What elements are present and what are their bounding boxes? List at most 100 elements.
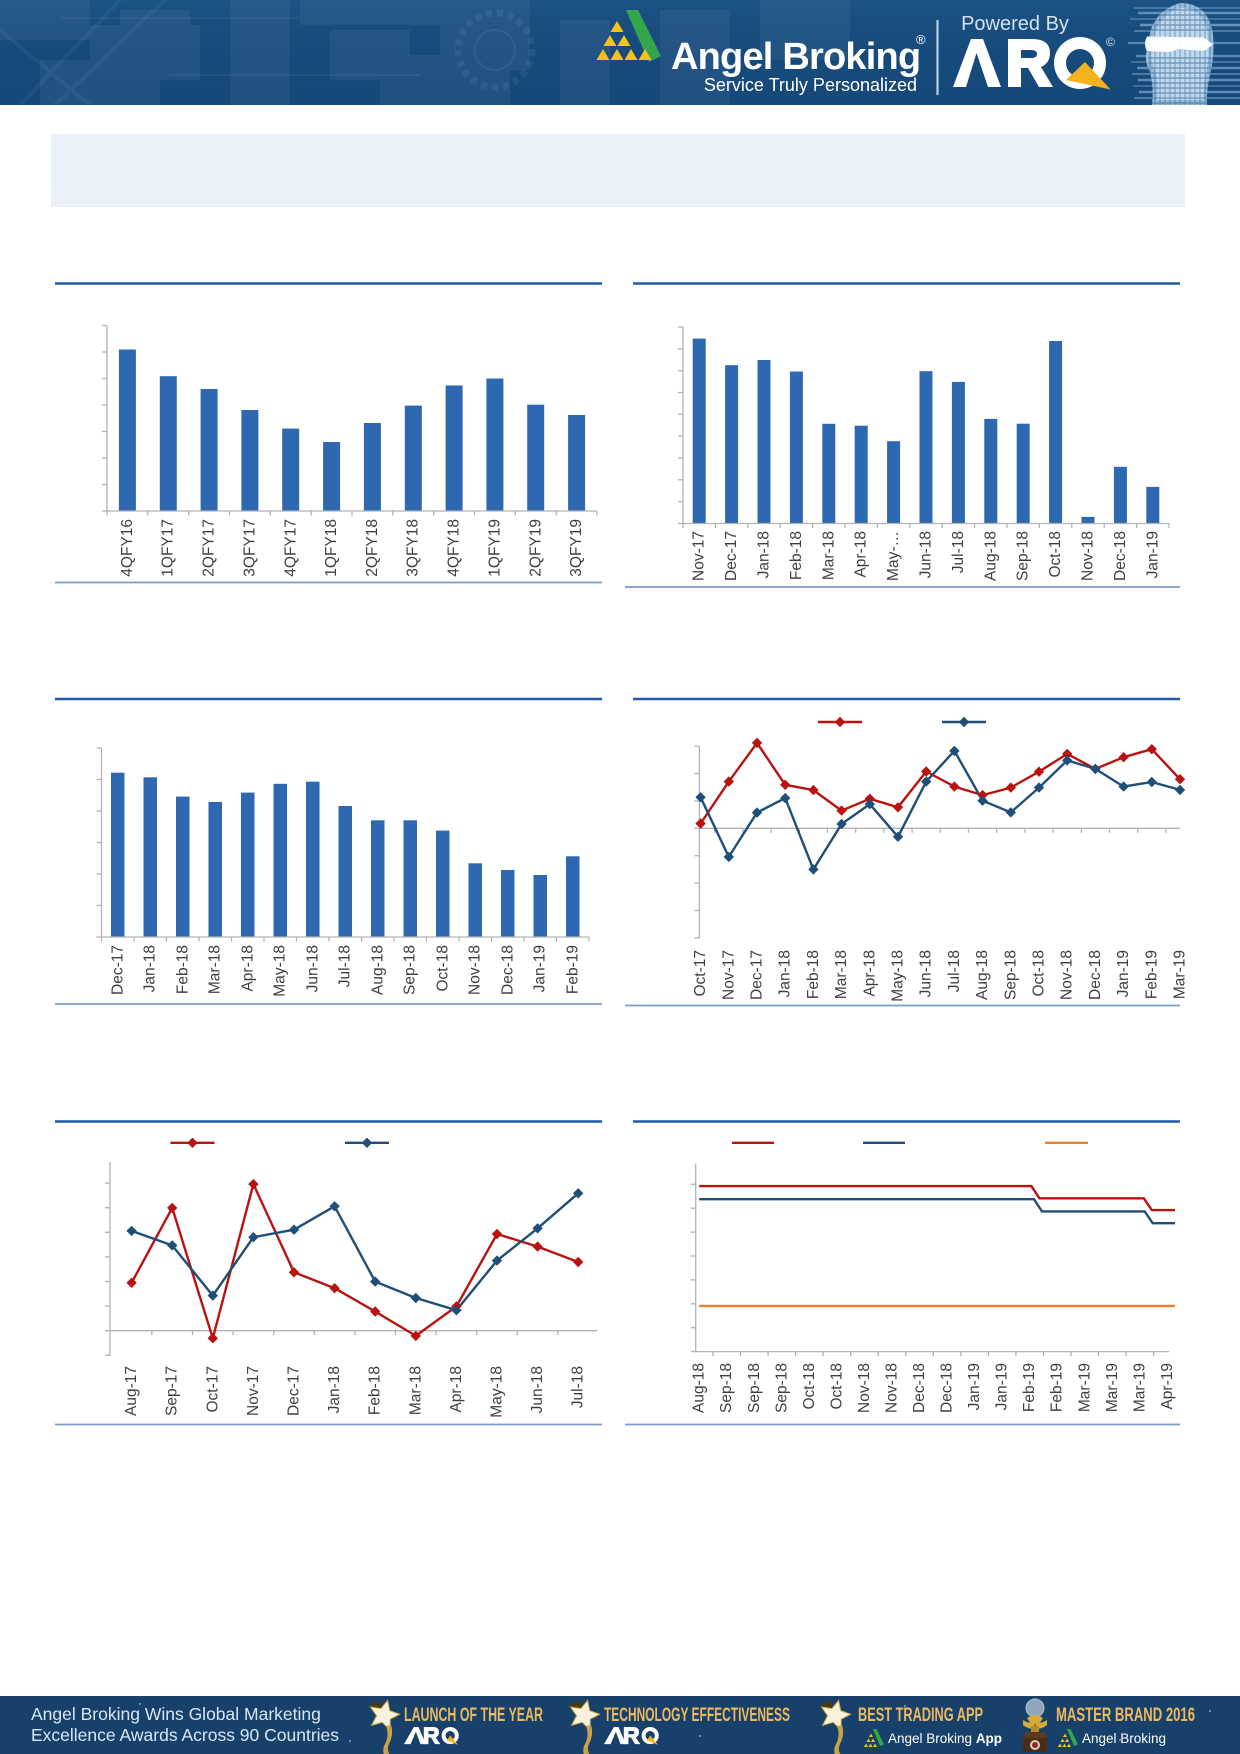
- svg-text:Jan-19: Jan-19: [966, 1363, 983, 1410]
- svg-text:Feb-19: Feb-19: [1021, 1363, 1038, 1412]
- svg-text:Jan-19: Jan-19: [994, 1363, 1011, 1410]
- svg-text:Oct-17: Oct-17: [692, 950, 709, 997]
- svg-text:Feb-19: Feb-19: [564, 945, 581, 994]
- svg-text:©: ©: [1106, 35, 1115, 49]
- svg-text:Oct-18: Oct-18: [1031, 950, 1048, 997]
- svg-text:Jun-18: Jun-18: [918, 950, 935, 997]
- svg-text:Jul-18: Jul-18: [337, 945, 354, 987]
- svg-text:May-18: May-18: [489, 1366, 506, 1418]
- svg-text:May-18: May-18: [890, 950, 907, 1002]
- svg-text:4QFY16: 4QFY16: [119, 519, 136, 577]
- svg-text:Feb-18: Feb-18: [788, 531, 805, 580]
- svg-text:Aug-18: Aug-18: [974, 950, 991, 1000]
- svg-text:Excellence Awards Across 90 Co: Excellence Awards Across 90 Countries: [31, 1725, 339, 1745]
- svg-text:4QFY17: 4QFY17: [282, 519, 299, 577]
- svg-text:3QFY19: 3QFY19: [568, 519, 585, 577]
- svg-text:Dec-18: Dec-18: [911, 1363, 928, 1413]
- svg-text:Service Truly Personalized: Service Truly Personalized: [704, 75, 917, 95]
- svg-text:Angel Broking Wins Global Mark: Angel Broking Wins Global Marketing: [31, 1704, 321, 1724]
- svg-text:Nov-18: Nov-18: [467, 945, 484, 995]
- svg-text:Dec-17: Dec-17: [723, 531, 740, 581]
- svg-text:3QFY18: 3QFY18: [405, 519, 422, 577]
- svg-text:Apr-18: Apr-18: [239, 945, 256, 992]
- svg-text:Dec-17: Dec-17: [286, 1366, 303, 1416]
- svg-text:®: ®: [916, 32, 926, 47]
- svg-text:Mar-18: Mar-18: [407, 1366, 424, 1415]
- svg-text:Sep-17: Sep-17: [164, 1366, 181, 1416]
- svg-text:Jun-18: Jun-18: [918, 531, 935, 578]
- svg-text:Nov-17: Nov-17: [720, 950, 737, 1000]
- svg-text:Dec-18: Dec-18: [939, 1363, 956, 1413]
- svg-text:Oct-17: Oct-17: [204, 1366, 221, 1413]
- svg-text:1QFY18: 1QFY18: [323, 519, 340, 577]
- svg-text:Mar-19: Mar-19: [1076, 1363, 1093, 1412]
- svg-text:Jan-19: Jan-19: [1115, 950, 1132, 997]
- svg-text:3QFY17: 3QFY17: [241, 519, 258, 577]
- svg-text:Mar-18: Mar-18: [820, 531, 837, 580]
- svg-text:Jun-18: Jun-18: [529, 1366, 546, 1413]
- svg-text:Aug-18: Aug-18: [982, 531, 999, 581]
- svg-text:Jan-18: Jan-18: [756, 531, 773, 578]
- svg-text:LAUNCH OF THE YEAR: LAUNCH OF THE YEAR: [404, 1705, 543, 1726]
- svg-text:Jun-18: Jun-18: [304, 945, 321, 992]
- svg-text:Dec-17: Dec-17: [749, 950, 766, 1000]
- svg-text:Feb-19: Feb-19: [1143, 950, 1160, 999]
- svg-text:Jan-18: Jan-18: [142, 945, 159, 992]
- svg-text:1QFY17: 1QFY17: [160, 519, 177, 577]
- svg-text:Mar-18: Mar-18: [207, 945, 224, 994]
- svg-text:Apr-18: Apr-18: [853, 531, 870, 578]
- svg-text:Feb-18: Feb-18: [367, 1366, 384, 1415]
- svg-text:Apr-18: Apr-18: [861, 950, 878, 997]
- svg-text:Oct-18: Oct-18: [1047, 531, 1064, 578]
- svg-text:1QFY19: 1QFY19: [486, 519, 503, 577]
- svg-text:Sep-18: Sep-18: [1015, 531, 1032, 581]
- svg-text:Aug-18: Aug-18: [369, 945, 386, 995]
- svg-text:Sep-18: Sep-18: [1002, 950, 1019, 1000]
- svg-text:Jan-18: Jan-18: [326, 1366, 343, 1413]
- svg-text:May-…: May-…: [885, 531, 902, 581]
- svg-text:Feb-18: Feb-18: [174, 945, 191, 994]
- svg-text:Sep-18: Sep-18: [718, 1363, 735, 1413]
- svg-text:Jan-19: Jan-19: [532, 945, 549, 992]
- svg-text:Nov-18: Nov-18: [1059, 950, 1076, 1000]
- svg-text:Nov-17: Nov-17: [691, 531, 708, 581]
- svg-text:Angel Broking: Angel Broking: [1082, 1731, 1166, 1746]
- svg-text:Jul-18: Jul-18: [946, 950, 963, 992]
- svg-text:Powered By: Powered By: [961, 13, 1069, 35]
- svg-text:4QFY18: 4QFY18: [446, 519, 463, 577]
- svg-text:Aug-18: Aug-18: [691, 1363, 708, 1413]
- svg-text:Nov-18: Nov-18: [856, 1363, 873, 1413]
- svg-text:BEST TRADING APP: BEST TRADING APP: [858, 1705, 983, 1726]
- svg-text:May-18: May-18: [272, 945, 289, 997]
- svg-text:Oct-18: Oct-18: [434, 945, 451, 992]
- svg-text:Sep-18: Sep-18: [402, 945, 419, 995]
- svg-text:2QFY19: 2QFY19: [527, 519, 544, 577]
- svg-text:Feb-19: Feb-19: [1049, 1363, 1066, 1412]
- svg-text:Jul-18: Jul-18: [950, 531, 967, 573]
- svg-text:Mar-19: Mar-19: [1131, 1363, 1148, 1412]
- svg-text:Sep-18: Sep-18: [746, 1363, 763, 1413]
- svg-text:Nov-18: Nov-18: [1080, 531, 1097, 581]
- svg-text:Oct-18: Oct-18: [801, 1363, 818, 1410]
- svg-text:Nov-18: Nov-18: [884, 1363, 901, 1413]
- svg-text:Apr-19: Apr-19: [1159, 1363, 1176, 1410]
- svg-text:MASTER BRAND 2016: MASTER BRAND 2016: [1056, 1705, 1195, 1726]
- svg-text:Sep-18: Sep-18: [773, 1363, 790, 1413]
- svg-text:Jul-18: Jul-18: [570, 1366, 587, 1408]
- svg-text:Mar-19: Mar-19: [1104, 1363, 1121, 1412]
- svg-text:Dec-17: Dec-17: [109, 945, 126, 995]
- svg-text:Dec-18: Dec-18: [1112, 531, 1129, 581]
- svg-text:TECHNOLOGY EFFECTIVENESS: TECHNOLOGY EFFECTIVENESS: [604, 1705, 790, 1726]
- svg-text:Mar-18: Mar-18: [833, 950, 850, 999]
- svg-text:Dec-18: Dec-18: [499, 945, 516, 995]
- svg-text:Aug-17: Aug-17: [123, 1366, 140, 1416]
- svg-text:Jan-18: Jan-18: [777, 950, 794, 997]
- svg-text:Nov-17: Nov-17: [245, 1366, 262, 1416]
- svg-text:Jan-19: Jan-19: [1144, 531, 1161, 578]
- svg-text:Feb-18: Feb-18: [805, 950, 822, 999]
- svg-text:Apr-18: Apr-18: [448, 1366, 465, 1413]
- svg-text:2QFY18: 2QFY18: [364, 519, 381, 577]
- svg-text:Angel Broking: Angel Broking: [671, 36, 920, 78]
- svg-text:Dec-18: Dec-18: [1087, 950, 1104, 1000]
- svg-text:Angel Broking App: Angel Broking App: [888, 1731, 1002, 1746]
